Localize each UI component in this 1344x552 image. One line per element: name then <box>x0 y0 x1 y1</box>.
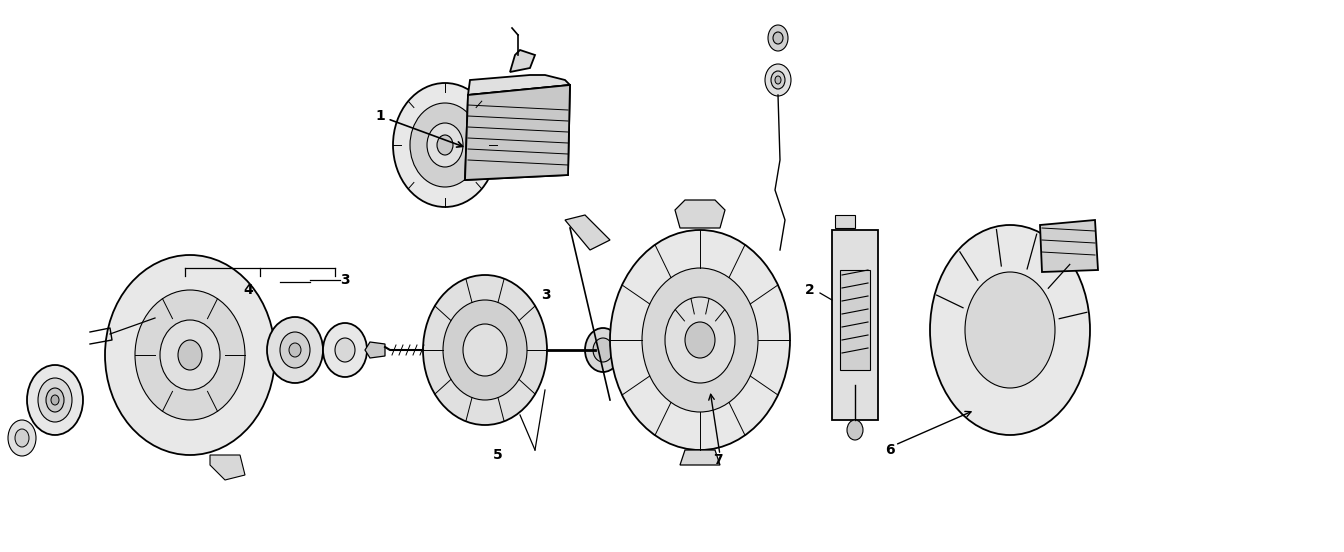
Polygon shape <box>210 455 245 480</box>
Ellipse shape <box>462 324 507 376</box>
Polygon shape <box>366 342 384 358</box>
Polygon shape <box>468 75 570 95</box>
Ellipse shape <box>105 255 276 455</box>
Ellipse shape <box>177 340 202 370</box>
Ellipse shape <box>160 320 220 390</box>
Ellipse shape <box>585 328 621 372</box>
Ellipse shape <box>335 338 355 362</box>
Ellipse shape <box>767 25 788 51</box>
Text: 5: 5 <box>493 448 503 462</box>
Text: 1: 1 <box>375 109 462 147</box>
Ellipse shape <box>771 71 785 89</box>
Polygon shape <box>680 450 720 465</box>
Ellipse shape <box>765 64 792 96</box>
Ellipse shape <box>437 135 453 155</box>
Ellipse shape <box>665 297 735 383</box>
Text: 3: 3 <box>340 273 349 287</box>
Ellipse shape <box>423 275 547 425</box>
Ellipse shape <box>134 290 245 420</box>
Polygon shape <box>465 85 570 180</box>
Ellipse shape <box>773 32 784 44</box>
Ellipse shape <box>593 338 613 362</box>
Ellipse shape <box>685 322 715 358</box>
Ellipse shape <box>930 225 1090 435</box>
Ellipse shape <box>8 420 36 456</box>
Text: 7: 7 <box>714 453 723 467</box>
Ellipse shape <box>323 323 367 377</box>
Ellipse shape <box>444 300 527 400</box>
Ellipse shape <box>46 388 65 412</box>
Text: 6: 6 <box>886 443 895 457</box>
Polygon shape <box>1040 220 1098 272</box>
Ellipse shape <box>51 395 59 405</box>
Ellipse shape <box>280 332 310 368</box>
Polygon shape <box>840 270 870 370</box>
Text: 3: 3 <box>542 288 551 302</box>
Ellipse shape <box>38 378 73 422</box>
Text: 2: 2 <box>805 283 814 297</box>
Ellipse shape <box>410 103 480 187</box>
Text: 4: 4 <box>243 283 253 297</box>
Ellipse shape <box>289 343 301 357</box>
Ellipse shape <box>267 317 323 383</box>
Ellipse shape <box>775 76 781 84</box>
Ellipse shape <box>610 230 790 450</box>
Ellipse shape <box>642 268 758 412</box>
Ellipse shape <box>847 420 863 440</box>
Polygon shape <box>564 215 610 250</box>
Polygon shape <box>675 200 724 228</box>
Polygon shape <box>832 230 878 420</box>
Polygon shape <box>509 50 535 72</box>
Ellipse shape <box>965 272 1055 388</box>
Ellipse shape <box>427 123 462 167</box>
Polygon shape <box>465 85 570 180</box>
Ellipse shape <box>27 365 83 435</box>
Polygon shape <box>835 215 855 228</box>
Ellipse shape <box>392 83 497 207</box>
Ellipse shape <box>15 429 30 447</box>
